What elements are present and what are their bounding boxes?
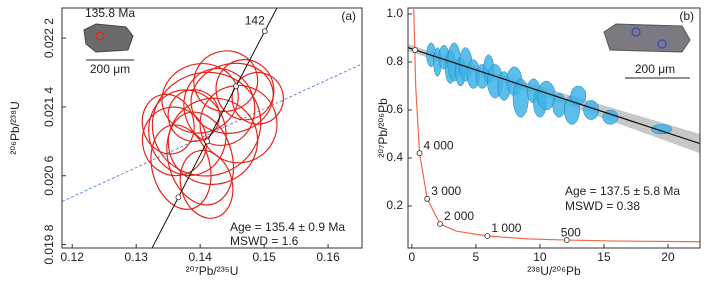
age-label: 2 000 [444, 209, 474, 223]
x-tick-label: 20 [661, 250, 675, 264]
x-tick-label: 0.15 [252, 250, 276, 264]
inset-age: 135.8 Ma [85, 6, 135, 20]
error-ellipse [148, 89, 227, 177]
panel-label: (b) [679, 9, 694, 23]
spot [631, 27, 641, 37]
plot-frame [61, 7, 363, 249]
age-label: 500 [561, 225, 581, 239]
age-marker [437, 221, 443, 227]
x-tick-label: 0.13 [125, 250, 149, 264]
age-label: 1 000 [491, 221, 521, 235]
concordia-curve [151, 8, 278, 248]
zircon-image [603, 23, 691, 53]
error-ellipse [167, 97, 259, 186]
error-ellipse [150, 124, 212, 210]
y-tick-label: 0.022 2 [42, 18, 56, 58]
x-tick-label: 0 [408, 250, 415, 264]
y-tick-label: 0.6 [386, 102, 403, 116]
intercept-marker [412, 47, 418, 53]
plot-area-b [408, 9, 700, 243]
error-ellipse [651, 124, 673, 135]
y-tick-label: 0.019 8 [42, 224, 56, 264]
error-ellipse [215, 59, 275, 121]
age-marker [563, 237, 570, 243]
mswd-text: MSWD = 0.38 [565, 199, 640, 213]
error-ellipse [141, 93, 195, 155]
plot-area-a [62, 8, 362, 248]
zircon-image [83, 23, 134, 53]
y-tick-label: 1.0 [386, 6, 403, 20]
inset-a [83, 23, 134, 61]
error-ellipse [199, 84, 278, 164]
x-tick-label: 15 [597, 250, 611, 264]
y-axis-label: ²⁰⁶Pb/²³⁸U [8, 101, 22, 154]
age-marker [416, 150, 423, 157]
y-tick-label: 0.8 [386, 54, 403, 68]
age-marker [204, 138, 211, 145]
age-label: 3 000 [431, 184, 461, 198]
age-marker [261, 28, 268, 35]
age-marker [484, 233, 491, 239]
x-axis-label: ²⁰⁷Pb/²³⁵U [186, 264, 239, 278]
concordia-curve [413, 9, 700, 243]
error-ellipse [231, 71, 284, 125]
x-tick-label: 5 [473, 250, 480, 264]
scale-label: 200 μm [90, 62, 130, 76]
error-ellipse [183, 67, 256, 147]
age-marker [175, 194, 182, 201]
x-tick-label: 0.16 [316, 250, 340, 264]
error-ellipse [570, 85, 587, 106]
error-ellipse [190, 62, 274, 134]
spot [657, 39, 667, 49]
scale-label: 200 μm [635, 62, 675, 76]
inset-b [603, 23, 691, 79]
y-axis-label: ²⁰⁷Pb/²⁰⁶Pb [376, 98, 390, 158]
y-tick-label: 0.020 6 [42, 155, 56, 195]
spot [95, 31, 105, 41]
y-tick-label: 0.4 [386, 150, 403, 164]
error-ellipse [166, 111, 234, 206]
regression-line [408, 47, 700, 145]
x-tick-label: 10 [533, 250, 547, 264]
age-text: Age = 137.5 ± 5.8 Ma [565, 184, 680, 198]
age-label: 142 [245, 13, 265, 27]
y-tick-label: 0.2 [386, 198, 403, 212]
error-ellipse [151, 71, 262, 177]
age-label: 4 000 [424, 138, 454, 152]
plot-frame [407, 7, 701, 249]
x-tick-label: 0.14 [188, 250, 212, 264]
x-tick-label: 0.12 [61, 250, 85, 264]
age-marker [424, 195, 431, 202]
mswd-text: MSWD = 1.6 [230, 234, 299, 248]
age-marker [233, 83, 239, 90]
panel-label: (a) [341, 9, 356, 23]
y-tick-label: 0.021 4 [42, 87, 56, 127]
x-axis-label: ²³⁸U/²⁰⁶Pb [527, 264, 581, 278]
age-text: Age = 135.4 ± 0.9 Ma [230, 220, 345, 234]
